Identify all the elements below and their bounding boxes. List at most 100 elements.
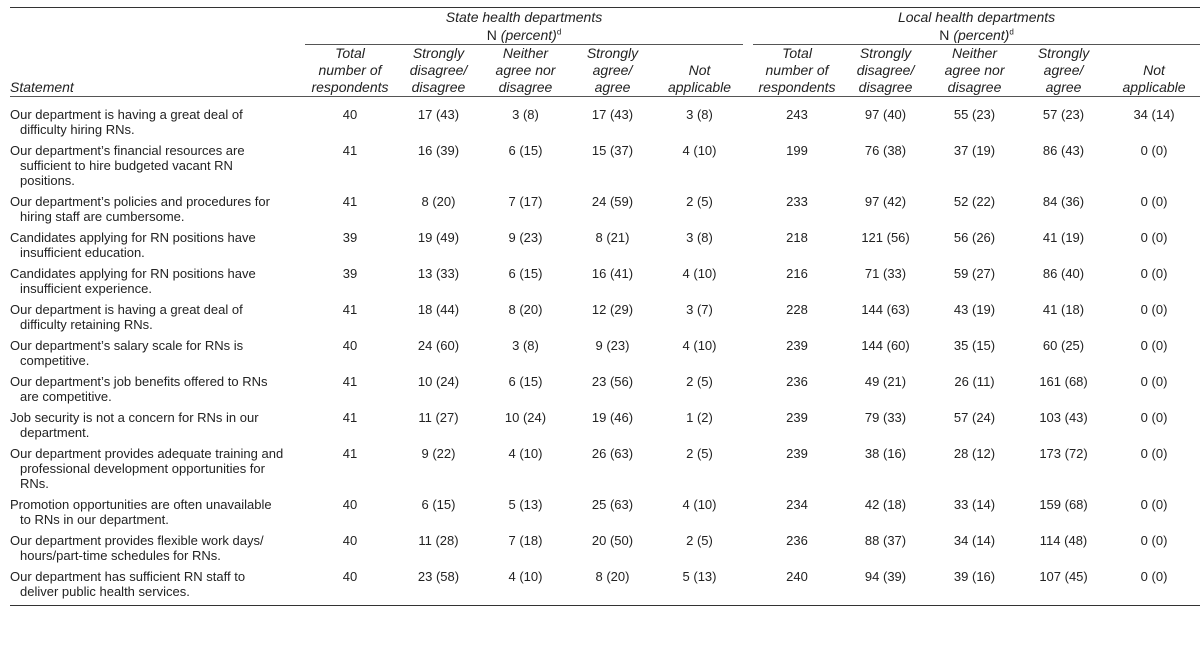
state-value-cell: 16 (39) xyxy=(417,143,460,158)
state-column-header-line: number of xyxy=(318,62,382,78)
local-value-cell: 0 (0) xyxy=(1140,410,1168,425)
local-value-cell: 0 (0) xyxy=(1140,338,1168,353)
local-value-cell: 0 (0) xyxy=(1140,446,1168,461)
table-row: Our department’s financial resources are… xyxy=(10,140,1200,191)
statement-text: Our department’s financial resources are… xyxy=(10,143,245,188)
state-column-header-line: agree/ xyxy=(592,62,633,78)
local-value-cell: 0 (0) xyxy=(1108,566,1200,606)
state-column-header-3: Strongly agree/agree xyxy=(569,45,656,97)
state-value-cell: 6 (15) xyxy=(508,374,543,389)
state-value-cell: 2 (5) xyxy=(686,374,713,389)
statement-text: Candidates applying for RN positions hav… xyxy=(10,230,256,260)
local-value-cell: 86 (43) xyxy=(1042,143,1085,158)
state-column-header-line: Strongly xyxy=(412,45,465,61)
table-row: Candidates applying for RN positions hav… xyxy=(10,227,1200,263)
state-column-header-line: disagree/ xyxy=(409,62,468,78)
local-column-header-line: agree/ xyxy=(1043,62,1084,78)
local-column-header-line: disagree xyxy=(947,79,1002,95)
local-value-cell: 114 (48) xyxy=(1039,533,1088,548)
state-value-cell: 3 (8) xyxy=(512,338,539,353)
table-row: Our department provides flexible work da… xyxy=(10,530,1200,566)
statement-text: Our department’s job benefits offered to… xyxy=(10,374,268,404)
statement-cell: Our department’s financial resources are… xyxy=(10,140,305,191)
local-value-cell: 144 (63) xyxy=(861,302,910,317)
table-row: Our department is having a great deal of… xyxy=(10,299,1200,335)
state-value-cell: 2 (5) xyxy=(686,446,713,461)
statement-text: Job security is not a concern for RNs in… xyxy=(10,410,259,440)
local-value-cell: 39 (16) xyxy=(930,566,1020,606)
local-value-cell: 0 (0) xyxy=(1140,533,1168,548)
state-value-cell: 24 (60) xyxy=(417,338,460,353)
local-column-header-line: Strongly xyxy=(859,45,912,61)
state-value-cell: 40 xyxy=(305,566,395,606)
state-value-cell: 7 (18) xyxy=(508,533,543,548)
local-column-header-line: disagree/ xyxy=(856,62,915,78)
state-value-cell: 25 (63) xyxy=(591,497,634,512)
state-value-cell: 19 (49) xyxy=(417,230,460,245)
state-group-rule xyxy=(305,44,744,45)
statement-text: Candidates applying for RN positions hav… xyxy=(10,266,256,296)
state-value-cell: 3 (8) xyxy=(686,230,713,245)
table-row: Our department is having a great deal of… xyxy=(10,97,1200,141)
local-value-cell: 55 (23) xyxy=(953,107,996,122)
group-header-spacer xyxy=(10,8,305,45)
local-column-header-3: Strongly agree/agree xyxy=(1019,45,1108,97)
state-value-cell: 4 (10) xyxy=(682,266,717,281)
statement-text: Our department is having a great deal of… xyxy=(10,302,243,332)
local-group-header: Local health departments N (percent)d xyxy=(753,8,1200,45)
state-value-cell: 9 (23) xyxy=(595,338,630,353)
local-column-header-line: agree nor xyxy=(944,62,1005,78)
local-column-header-line: Neither xyxy=(951,45,998,61)
local-value-cell: 43 (19) xyxy=(953,302,996,317)
local-column-header-4: Not applicable xyxy=(1108,45,1200,97)
local-value-cell: 236 xyxy=(786,533,808,548)
state-value-cell: 41 xyxy=(342,446,358,461)
state-value-cell: 2 (5) xyxy=(686,194,713,209)
column-gap xyxy=(743,263,753,299)
local-value-cell: 60 (25) xyxy=(1042,338,1085,353)
local-value-cell: 56 (26) xyxy=(953,230,996,245)
statement-text: Our department has sufficient RN staff t… xyxy=(10,569,246,599)
column-gap xyxy=(743,45,753,97)
local-column-header-line: Not xyxy=(1143,62,1165,78)
local-column-header-1: Strongly disagree/disagree xyxy=(841,45,930,97)
state-column-header-line: disagree xyxy=(411,79,466,95)
local-value-cell: 161 (68) xyxy=(1039,374,1088,389)
state-value-cell: 12 (29) xyxy=(591,302,634,317)
local-column-header-line: Total xyxy=(782,45,812,61)
state-value-cell: 41 xyxy=(342,302,358,317)
local-value-cell: 86 (40) xyxy=(1042,266,1085,281)
state-column-header-line: agree nor xyxy=(495,62,556,78)
local-value-cell: 88 (37) xyxy=(864,533,907,548)
state-value-cell: 13 (33) xyxy=(417,266,460,281)
state-group-subtitle: N (percent)d xyxy=(487,27,562,43)
state-value-cell: 5 (13) xyxy=(508,497,543,512)
state-n-label: N xyxy=(486,27,497,43)
table-row: Promotion opportunities are often unavai… xyxy=(10,494,1200,530)
local-value-cell: 97 (42) xyxy=(864,194,907,209)
local-column-header-line: applicable xyxy=(1122,79,1186,95)
state-value-cell: 3 (8) xyxy=(686,107,713,122)
local-value-cell: 0 (0) xyxy=(1140,230,1168,245)
state-value-cell: 8 (20) xyxy=(569,566,656,606)
local-value-cell: 239 xyxy=(786,338,808,353)
state-value-cell: 41 xyxy=(342,374,358,389)
state-value-cell: 8 (20) xyxy=(508,302,543,317)
statement-cell: Promotion opportunities are often unavai… xyxy=(10,494,305,530)
state-value-cell: 24 (59) xyxy=(591,194,634,209)
column-gap xyxy=(743,227,753,263)
state-value-cell: 11 (27) xyxy=(418,410,459,425)
local-value-cell: 243 xyxy=(786,107,808,122)
state-value-cell: 41 xyxy=(342,410,358,425)
state-value-cell: 18 (44) xyxy=(417,302,460,317)
column-gap xyxy=(743,191,753,227)
state-value-cell: 6 (15) xyxy=(508,266,543,281)
local-group-title: Local health departments xyxy=(897,9,1056,25)
statement-text: Our department provides flexible work da… xyxy=(10,533,264,563)
state-column-header-line: Neither xyxy=(502,45,549,61)
state-value-cell: 40 xyxy=(342,497,358,512)
local-value-cell: 236 xyxy=(786,374,808,389)
table-row: Job security is not a concern for RNs in… xyxy=(10,407,1200,443)
state-value-cell: 4 (10) xyxy=(482,566,569,606)
local-value-cell: 97 (40) xyxy=(864,107,907,122)
